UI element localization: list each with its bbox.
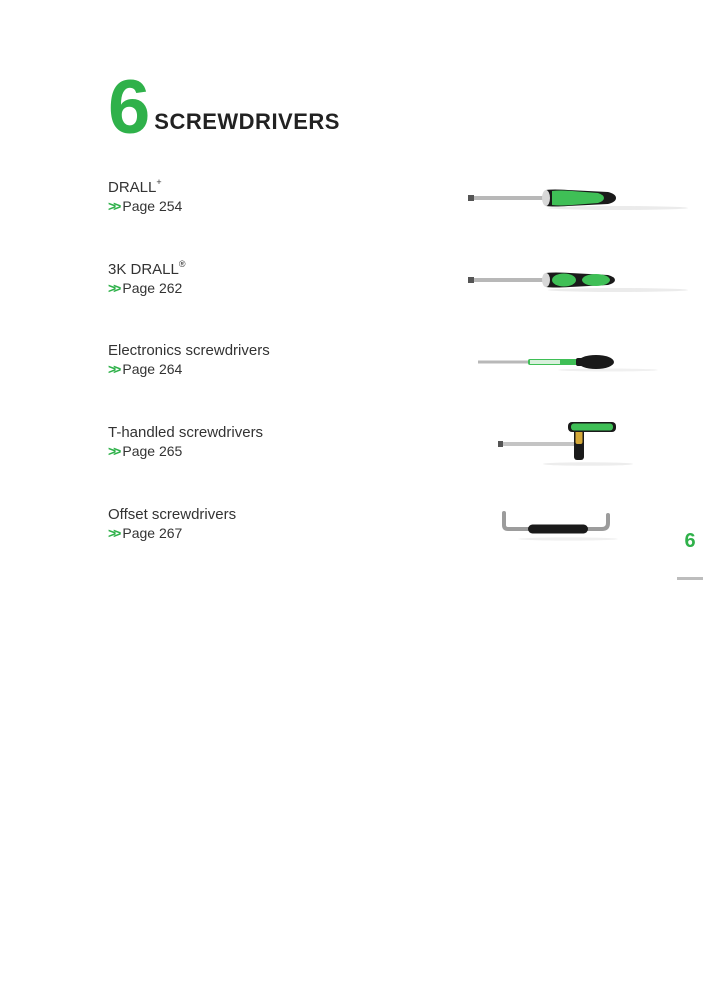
toc-page-label: Page 264 [122, 361, 182, 377]
toc-row: T-handled screwdrivers >>Page 265 [108, 424, 618, 464]
toc-title-sup: + [156, 177, 161, 187]
toc-page-label: Page 254 [122, 198, 182, 214]
section-title: SCREWDRIVERS [154, 109, 340, 135]
toc-row: DRALL+ >>Page 254 [108, 178, 618, 218]
table-of-contents: DRALL+ >>Page 254 [108, 178, 618, 588]
drall-plus-thumb [468, 178, 618, 218]
chevron-icon: >> [108, 443, 118, 459]
toc-label: Electronics screwdrivers >>Page 264 [108, 342, 270, 377]
side-tab: 6 [673, 530, 707, 580]
toc-item-title: Offset screwdrivers [108, 506, 236, 523]
side-tab-number: 6 [673, 530, 707, 553]
toc-page-label: Page 265 [122, 443, 182, 459]
toc-page-ref[interactable]: >>Page 262 [108, 280, 186, 296]
chevron-icon: >> [108, 525, 118, 541]
catalog-page: 6 SCREWDRIVERS DRALL+ >>Page 254 [0, 0, 707, 1000]
toc-label: 3K DRALL® >>Page 262 [108, 260, 186, 296]
toc-page-label: Page 267 [122, 525, 182, 541]
toc-page-ref[interactable]: >>Page 267 [108, 525, 236, 541]
side-tab-rule [677, 577, 703, 580]
toc-title-sup: ® [179, 259, 186, 269]
toc-page-ref[interactable]: >>Page 264 [108, 361, 270, 377]
toc-label: Offset screwdrivers >>Page 267 [108, 506, 236, 541]
t-handle-thumb [468, 424, 618, 464]
electronics-thumb [468, 342, 618, 382]
toc-page-ref[interactable]: >>Page 254 [108, 198, 182, 214]
toc-item-title: Electronics screwdrivers [108, 342, 270, 359]
chevron-icon: >> [108, 361, 118, 377]
toc-label: T-handled screwdrivers >>Page 265 [108, 424, 263, 459]
toc-label: DRALL+ >>Page 254 [108, 178, 182, 214]
toc-row: 3K DRALL® >>Page 262 [108, 260, 618, 300]
toc-page-label: Page 262 [122, 280, 182, 296]
toc-item-title: T-handled screwdrivers [108, 424, 263, 441]
toc-item-title: DRALL+ [108, 178, 182, 196]
toc-row: Electronics screwdrivers >>Page 264 [108, 342, 618, 382]
toc-item-title: 3K DRALL® [108, 260, 186, 278]
toc-title-text: 3K DRALL [108, 261, 179, 278]
chevron-icon: >> [108, 198, 118, 214]
section-header: 6 SCREWDRIVERS [108, 78, 340, 139]
section-number: 6 [108, 78, 148, 139]
3k-drall-thumb [468, 260, 618, 300]
toc-title-text: DRALL [108, 179, 156, 196]
toc-page-ref[interactable]: >>Page 265 [108, 443, 263, 459]
toc-row: Offset screwdrivers >>Page 267 [108, 506, 618, 546]
offset-thumb [468, 506, 618, 546]
chevron-icon: >> [108, 280, 118, 296]
